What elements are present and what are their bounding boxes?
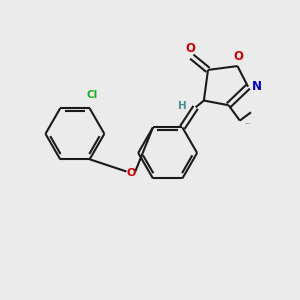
Text: Cl: Cl: [86, 90, 98, 100]
Text: methyl: methyl: [246, 122, 250, 124]
Text: N: N: [252, 80, 262, 93]
Text: O: O: [185, 42, 195, 55]
Text: O: O: [126, 168, 136, 178]
Text: O: O: [233, 50, 243, 63]
Text: H: H: [178, 101, 187, 111]
